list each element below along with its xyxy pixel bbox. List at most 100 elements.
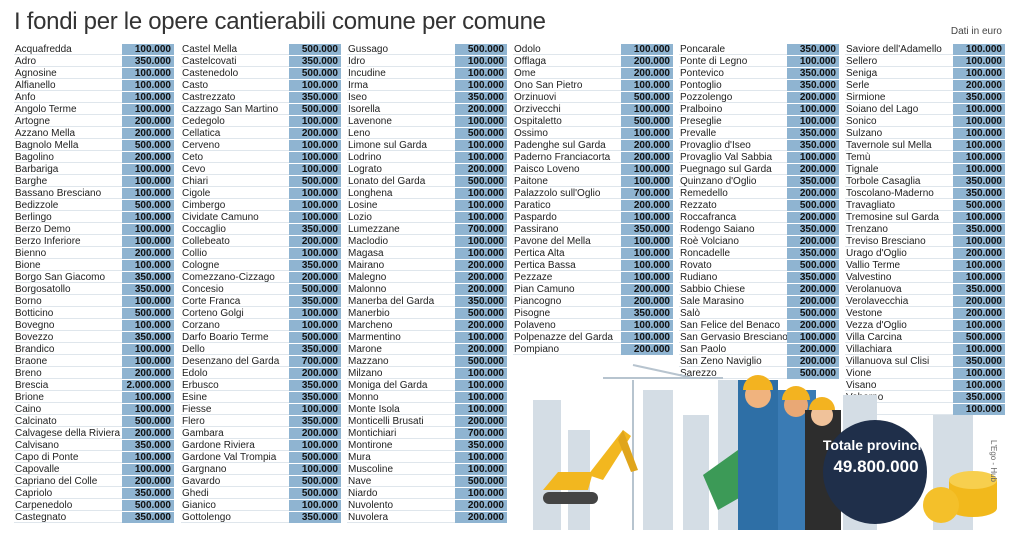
municipality: Travagliato (845, 200, 953, 211)
municipality: Nuvolera (347, 512, 455, 523)
municipality: Ceto (181, 152, 289, 163)
table-row: Bagolino 200.000 (14, 152, 174, 164)
municipality: Bienno (14, 248, 122, 259)
municipality: Salò (679, 308, 787, 319)
table-row: Manerba del Garda 350.000 (347, 296, 507, 308)
table-row: Torbole Casaglia 350.000 (845, 176, 1005, 188)
municipality: Fiesse (181, 404, 289, 415)
table-row: Bienno 200.000 (14, 248, 174, 260)
table-row: Paspardo 100.000 (513, 212, 673, 224)
municipality: Pontevico (679, 68, 787, 79)
table-row: Orzinuovi 500.000 (513, 92, 673, 104)
table-row: Darfo Boario Terme 500.000 (181, 332, 341, 344)
table-row: Sellero 100.000 (845, 56, 1005, 68)
municipality: Paitone (513, 176, 621, 187)
municipality: Rovato (679, 260, 787, 271)
amount: 500.000 (289, 488, 341, 499)
municipality: Castel Mella (181, 44, 289, 55)
municipality: Pontoglio (679, 80, 787, 91)
municipality: Trenzano (845, 224, 953, 235)
municipality: Borgo San Giacomo (14, 272, 122, 283)
amount: 100.000 (122, 164, 174, 175)
municipality: Nave (347, 476, 455, 487)
municipality: Sonico (845, 116, 953, 127)
amount: 100.000 (289, 164, 341, 175)
municipality: Montichiari (347, 428, 455, 439)
amount: 100.000 (953, 104, 1005, 115)
municipality: Gottolengo (181, 512, 289, 523)
municipality: Bedizzole (14, 200, 122, 211)
amount: 350.000 (122, 56, 174, 67)
table-row: Capriano del Colle 200.000 (14, 476, 174, 488)
municipality: Collebeato (181, 236, 289, 247)
municipality: Bagnolo Mella (14, 140, 122, 151)
municipality: Gavardo (181, 476, 289, 487)
table-row: Montirone 350.000 (347, 440, 507, 452)
amount: 100.000 (455, 236, 507, 247)
municipality: Sellero (845, 56, 953, 67)
municipality: Capriano del Colle (14, 476, 122, 487)
amount: 100.000 (289, 248, 341, 259)
table-row: Leno 500.000 (347, 128, 507, 140)
table-row: Saviore dell'Adamello 100.000 (845, 44, 1005, 56)
table-row: Pralboino 100.000 (679, 104, 839, 116)
amount: 200.000 (621, 140, 673, 151)
table-row: Castrezzato 350.000 (181, 92, 341, 104)
municipality: Braone (14, 356, 122, 367)
municipality: Mura (347, 452, 455, 463)
amount: 200.000 (787, 212, 839, 223)
municipality: Coccaglio (181, 224, 289, 235)
table-row: Edolo 200.000 (181, 368, 341, 380)
table-row: Villanuova sul Clisi 350.000 (845, 356, 1005, 368)
amount: 100.000 (953, 56, 1005, 67)
table-row: Seniga 100.000 (845, 68, 1005, 80)
table-row: Monte Isola 100.000 (347, 404, 507, 416)
municipality: Verolanuova (845, 284, 953, 295)
table-row: Ghedi 500.000 (181, 488, 341, 500)
municipality: Preseglie (679, 116, 787, 127)
amount: 200.000 (122, 116, 174, 127)
table-row: Pozzolengo 200.000 (679, 92, 839, 104)
municipality: Berzo Demo (14, 224, 122, 235)
municipality: Mazzano (347, 356, 455, 367)
municipality: Tignale (845, 164, 953, 175)
amount: 100.000 (455, 452, 507, 463)
table-row: Capriolo 350.000 (14, 488, 174, 500)
table-row: Calvagese della Riviera 200.000 (14, 428, 174, 440)
table-row: Travagliato 500.000 (845, 200, 1005, 212)
table-row: San Zeno Naviglio 200.000 (679, 356, 839, 368)
amount: 350.000 (787, 224, 839, 235)
amount: 500.000 (455, 176, 507, 187)
table-row: Borgosatollo 350.000 (14, 284, 174, 296)
municipality: Capo di Ponte (14, 452, 122, 463)
amount: 200.000 (455, 272, 507, 283)
municipality: Remedello (679, 188, 787, 199)
amount: 350.000 (289, 380, 341, 391)
table-row: Tavernole sul Mella 100.000 (845, 140, 1005, 152)
municipality: Lonato del Garda (347, 176, 455, 187)
municipality: San Gervasio Bresciano (679, 332, 787, 343)
amount: 100.000 (455, 332, 507, 343)
table-row: Coccaglio 350.000 (181, 224, 341, 236)
municipality: Castelcovati (181, 56, 289, 67)
municipality: Rezzato (679, 200, 787, 211)
municipality: Pertica Bassa (513, 260, 621, 271)
amount: 200.000 (455, 104, 507, 115)
table-row: Azzano Mella 200.000 (14, 128, 174, 140)
municipality: Borno (14, 296, 122, 307)
municipality: Carpenedolo (14, 500, 122, 511)
table-row: Passirano 350.000 (513, 224, 673, 236)
municipality: Flero (181, 416, 289, 427)
table-row: Gussago 500.000 (347, 44, 507, 56)
municipality: Castegnato (14, 512, 122, 523)
table-row: Breno 200.000 (14, 368, 174, 380)
table-row: Ponte di Legno 100.000 (679, 56, 839, 68)
municipality: San Felice del Benaco (679, 320, 787, 331)
amount: 100.000 (953, 260, 1005, 271)
municipality: Comezzano-Cizzago (181, 272, 289, 283)
municipality: Pertica Alta (513, 248, 621, 259)
table-row: Rodengo Saiano 350.000 (679, 224, 839, 236)
municipality: Azzano Mella (14, 128, 122, 139)
amount: 350.000 (289, 392, 341, 403)
amount: 200.000 (621, 344, 673, 355)
